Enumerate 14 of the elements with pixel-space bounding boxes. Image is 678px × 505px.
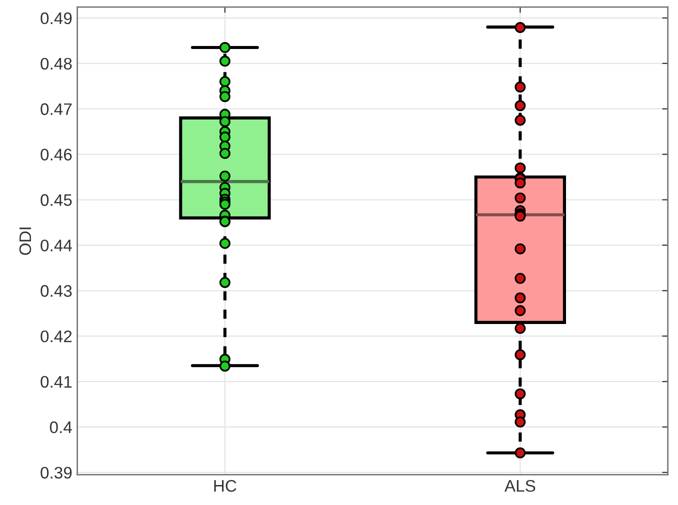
y-tick-label: 0.42 <box>40 330 72 342</box>
y-tick-label: 0.49 <box>40 12 72 24</box>
x-tick-label: ALS <box>504 480 536 492</box>
y-tick-label: 0.4 <box>50 421 72 434</box>
y-tick-label: 0.45 <box>40 194 72 206</box>
y-tick-label: 0.48 <box>40 58 72 70</box>
y-tick-label: 0.47 <box>40 103 72 116</box>
y-tick-label: 0.39 <box>40 466 72 479</box>
y-tick-label: 0.43 <box>40 285 72 297</box>
y-tick-label: 0.46 <box>40 148 72 161</box>
y-axis-title: ODI <box>19 228 32 255</box>
y-tick-label: 0.44 <box>40 240 72 252</box>
x-tick-label: HC <box>214 480 236 492</box>
y-tick-label: 0.41 <box>40 376 72 388</box>
